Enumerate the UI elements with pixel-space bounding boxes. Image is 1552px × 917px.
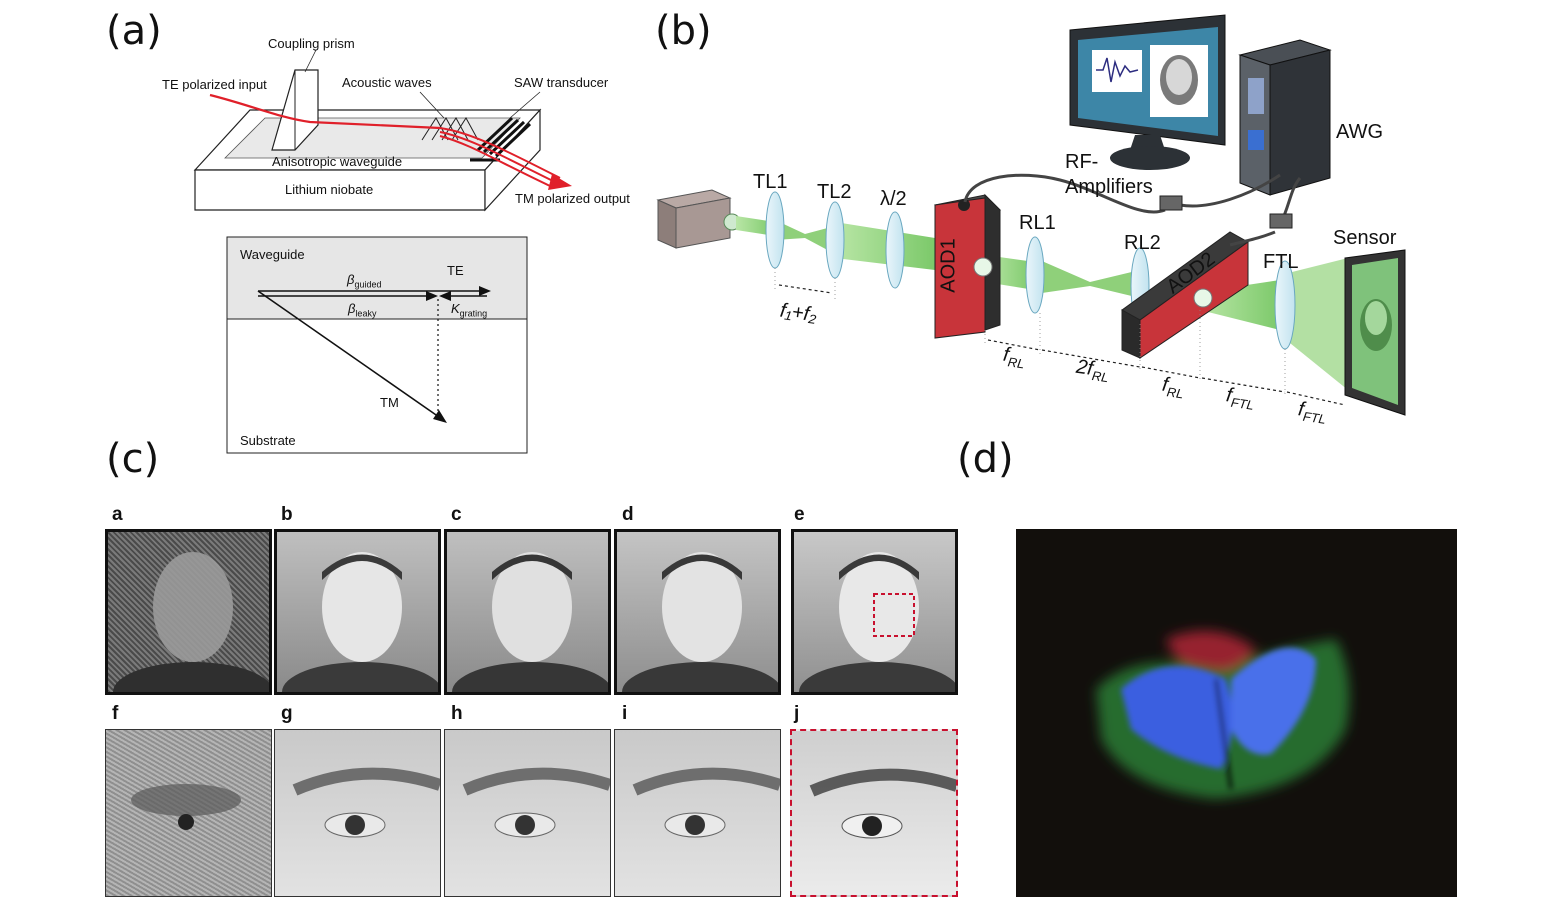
sublabel-d: d <box>622 504 634 525</box>
cable-aod1 <box>963 173 1166 214</box>
portrait-image-e <box>791 529 958 695</box>
awg-tower <box>1238 39 1332 196</box>
sublabel-i: i <box>622 703 628 724</box>
beam-segment-1 <box>736 216 775 236</box>
rf-amplifier-1 <box>1159 195 1183 211</box>
waveguide-layer <box>226 236 528 320</box>
panel-label-d: (d) <box>957 436 1014 482</box>
waveguide-device-illustration <box>193 49 572 212</box>
tm-output-beam <box>439 127 561 179</box>
zoom-region-box <box>873 593 915 637</box>
portrait-image-a <box>105 529 272 695</box>
te-input-beam <box>209 93 441 130</box>
label-rl1: RL1 <box>1019 212 1056 234</box>
sublabel-f: f <box>112 703 119 724</box>
rf-amplifier-2 <box>1269 213 1293 229</box>
label-acoustic-waves: Acoustic waves <box>342 75 432 90</box>
label-f1-plus-f2: f₁+f₂ <box>778 299 819 327</box>
eye-crop-h <box>444 729 611 897</box>
label-distance-2: 2fRL <box>1074 355 1110 386</box>
eye-crop-j <box>790 729 958 897</box>
label-lithium-niobate: Lithium niobate <box>285 182 374 197</box>
sublabel-g: g <box>281 703 293 724</box>
sublabel-e: e <box>794 504 805 525</box>
lens-ftl <box>1274 260 1296 350</box>
aod1-device <box>933 193 1002 339</box>
label-beta-leaky: βleaky <box>348 301 377 319</box>
waveplate <box>885 211 905 289</box>
lens-tl2 <box>825 201 845 279</box>
saw-transducer <box>470 116 532 162</box>
label-saw-transducer: SAW transducer <box>514 75 609 90</box>
beam-segment-3 <box>835 222 935 270</box>
sublabel-a: a <box>112 504 123 525</box>
label-distance-1: fRL <box>1001 343 1026 372</box>
label-tl2: TL2 <box>817 181 852 203</box>
sublabel-j: j <box>794 703 800 724</box>
panel-label-a: (a) <box>106 8 162 54</box>
label-half-wave-plate: λ/2 <box>880 188 907 210</box>
label-diagram-waveguide: Waveguide <box>240 247 305 262</box>
wavevector-diagram <box>226 236 528 454</box>
label-sensor: Sensor <box>1333 227 1397 249</box>
sensor-screen <box>1344 249 1406 416</box>
label-distance-5: fFTL <box>1296 398 1327 427</box>
portrait-image-d <box>614 529 781 695</box>
label-awg: AWG <box>1336 121 1384 143</box>
cable-aod2 <box>1229 230 1276 247</box>
label-tm-output: TM polarized output <box>515 191 630 206</box>
optical-setup-illustration <box>656 14 1406 416</box>
sublabel-b: b <box>281 504 293 525</box>
beam-segment-5 <box>1035 258 1140 298</box>
eye-crop-i <box>614 729 781 897</box>
label-beta-guided: βguided <box>347 272 382 290</box>
label-distance-4: fFTL <box>1224 384 1255 413</box>
blue-right-wing <box>1231 647 1316 755</box>
label-rf-amplifiers-2: Amplifiers <box>1065 176 1153 198</box>
label-diagram-te: TE <box>447 263 464 278</box>
label-distance-3: fRL <box>1160 373 1185 402</box>
red-layer <box>1166 631 1256 672</box>
output-arrowhead <box>548 174 572 190</box>
portrait-image-b <box>274 529 441 695</box>
eye-crop-g <box>274 729 441 897</box>
beam-segment-7 <box>1280 258 1348 390</box>
label-coupling-prism: Coupling prism <box>268 36 355 51</box>
label-aod1: AOD1 <box>937 238 960 293</box>
lens-tl1 <box>765 191 785 269</box>
substrate-layer <box>226 318 528 454</box>
eye-crop-f <box>105 729 272 897</box>
panel-label-b: (b) <box>655 8 712 54</box>
laser-source <box>656 189 741 249</box>
label-waveguide: Anisotropic waveguide <box>272 154 403 169</box>
sublabel-h: h <box>451 703 463 724</box>
butterfly-hologram-image <box>1016 529 1457 897</box>
sublabel-c: c <box>451 504 462 525</box>
label-diagram-substrate: Substrate <box>240 433 296 448</box>
blue-left-wing <box>1121 666 1233 769</box>
panel-label-c: (c) <box>106 436 160 482</box>
label-diagram-tm: TM <box>380 395 399 410</box>
label-rf-amplifiers-1: RF- <box>1065 151 1099 173</box>
label-rl2: RL2 <box>1124 232 1161 254</box>
label-tl1: TL1 <box>753 171 788 193</box>
label-k-grating: Kgrating <box>451 301 488 319</box>
cable-awg-1 <box>1179 173 1281 208</box>
lens-rl1 <box>1025 236 1045 314</box>
monitor <box>1069 14 1226 170</box>
beam-segment-2 <box>775 220 835 254</box>
label-ftl: FTL <box>1263 251 1299 273</box>
label-te-input: TE polarized input <box>162 77 267 92</box>
portrait-image-c <box>444 529 611 695</box>
